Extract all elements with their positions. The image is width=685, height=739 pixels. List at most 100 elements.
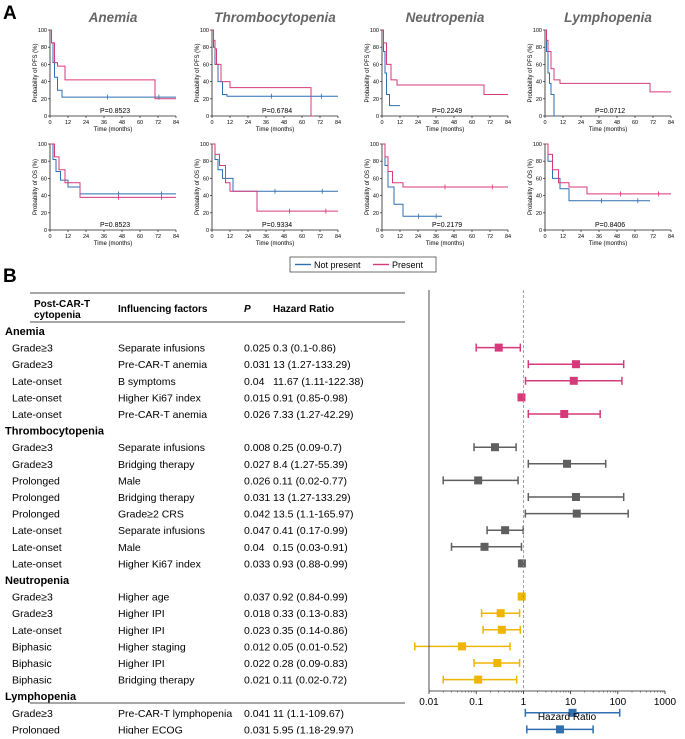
row-p-value: 0.008 bbox=[244, 442, 270, 454]
km-y-tick-label: 60 bbox=[41, 62, 47, 68]
km-y-tick-label: 60 bbox=[41, 176, 47, 182]
km-y-axis-label: Probability of PFS (%) bbox=[365, 43, 371, 102]
km-y-tick-label: 80 bbox=[203, 45, 209, 51]
km-p-value: P=0.9334 bbox=[262, 222, 292, 229]
table-header-cytopenia: Post-CAR-T bbox=[34, 299, 90, 310]
forest-point bbox=[494, 343, 503, 352]
km-panel-os-0: 0 20 40 60 80 100 0 12 24 36 48 60 72 84 Time (months)… bbox=[33, 142, 179, 247]
row-p-value: 0.026 bbox=[244, 409, 270, 421]
row-type: Prolonged bbox=[12, 724, 60, 734]
row-factor: Higher Ki67 index bbox=[118, 392, 202, 404]
table-header-cytopenia-line2: cytopenia bbox=[34, 310, 81, 321]
km-x-tick-label: 36 bbox=[101, 120, 107, 126]
km-x-tick-label: 24 bbox=[415, 234, 421, 240]
km-y-tick-label: 0 bbox=[376, 228, 379, 234]
row-factor: Higher ECOG bbox=[118, 724, 183, 734]
km-y-tick-label: 60 bbox=[203, 176, 209, 182]
row-hazard-ratio: 0.25 (0.09-0.7) bbox=[273, 442, 342, 454]
forest-point bbox=[572, 509, 581, 518]
row-p-value: 0.041 bbox=[244, 708, 270, 720]
km-p-value: P=0.8523 bbox=[100, 108, 130, 115]
km-panel-pfs-3: 0 20 40 60 80 100 0 12 24 36 48 60 72 84 Time (months)… bbox=[528, 28, 674, 133]
km-panels: Anemia Thrombocytopenia Neutropenia Lymphop… bbox=[33, 10, 674, 247]
km-y-tick-label: 60 bbox=[373, 62, 379, 68]
km-y-tick-label: 60 bbox=[536, 62, 542, 68]
row-p-value: 0.047 bbox=[244, 525, 270, 537]
km-x-tick-label: 12 bbox=[397, 120, 403, 126]
forest-point bbox=[480, 542, 489, 551]
km-y-tick-label: 100 bbox=[200, 28, 209, 34]
km-x-tick-label: 36 bbox=[101, 234, 107, 240]
row-hazard-ratio: 0.05 (0.01-0.52) bbox=[273, 641, 348, 653]
km-curve-present bbox=[212, 143, 338, 212]
row-hazard-ratio: 0.41 (0.17-0.99) bbox=[273, 525, 348, 537]
km-x-tick-label: 72 bbox=[155, 234, 161, 240]
km-x-tick-label: 72 bbox=[317, 234, 323, 240]
km-y-tick-label: 20 bbox=[536, 97, 542, 103]
km-x-tick-label: 36 bbox=[433, 120, 439, 126]
km-x-tick-label: 72 bbox=[155, 120, 161, 126]
km-column-title: Neutropenia bbox=[406, 10, 485, 25]
row-type: Late-onset bbox=[12, 558, 62, 570]
row-factor: B symptoms bbox=[118, 376, 176, 388]
row-type: Grade≥3 bbox=[12, 442, 53, 454]
km-x-tick-label: 48 bbox=[119, 120, 125, 126]
km-x-axis-label: Time (months) bbox=[256, 127, 294, 133]
km-panel-pfs-1: 0 20 40 60 80 100 0 12 24 36 48 60 72 84 Time (months)… bbox=[195, 28, 341, 133]
row-hazard-ratio: 11.67 (1.11-122.38) bbox=[273, 376, 364, 388]
km-y-tick-label: 60 bbox=[373, 176, 379, 182]
km-x-axis-label: Time (months) bbox=[94, 241, 132, 247]
forest-point bbox=[501, 526, 510, 535]
km-x-tick-label: 0 bbox=[380, 120, 383, 126]
km-y-axis-label: Probability of PFS (%) bbox=[195, 43, 201, 102]
forest-x-tick-label: 0.1 bbox=[469, 697, 483, 708]
km-curve-not-present bbox=[545, 143, 650, 202]
km-panel-pfs-0: 0 20 40 60 80 100 0 12 24 36 48 60 72 84 Time (months)… bbox=[33, 28, 179, 133]
row-p-value: 0.021 bbox=[244, 675, 270, 687]
km-column-title: Anemia bbox=[88, 10, 138, 25]
km-panel-os-1: 0 20 40 60 80 100 0 12 24 36 48 60 72 84 Time (months)… bbox=[195, 142, 341, 247]
km-y-tick-label: 80 bbox=[203, 159, 209, 165]
km-x-tick-label: 60 bbox=[137, 234, 143, 240]
row-hazard-ratio: 13.5 (1.1-165.97) bbox=[273, 509, 354, 521]
km-curve-not-present bbox=[382, 143, 442, 217]
row-hazard-ratio: 0.35 (0.14-0.86) bbox=[273, 625, 348, 637]
km-x-tick-label: 12 bbox=[560, 234, 566, 240]
forest-point bbox=[568, 708, 577, 717]
forest-x-tick-label: 0.01 bbox=[419, 697, 439, 708]
km-y-tick-label: 40 bbox=[536, 80, 542, 86]
km-x-tick-label: 84 bbox=[335, 120, 341, 126]
forest-x-tick-label: 1000 bbox=[654, 697, 677, 708]
km-x-tick-label: 48 bbox=[614, 234, 620, 240]
km-y-tick-label: 20 bbox=[536, 211, 542, 217]
km-x-axis-label: Time (months) bbox=[256, 241, 294, 247]
row-p-value: 0.015 bbox=[244, 392, 270, 404]
group-title-anemia: Anemia bbox=[5, 326, 46, 338]
km-x-tick-label: 60 bbox=[632, 120, 638, 126]
row-type: Grade≥3 bbox=[12, 459, 53, 471]
forest-x-tick-label: 100 bbox=[609, 697, 626, 708]
km-y-tick-label: 80 bbox=[536, 45, 542, 51]
km-x-tick-label: 72 bbox=[317, 120, 323, 126]
km-x-tick-label: 84 bbox=[173, 120, 179, 126]
km-y-tick-label: 80 bbox=[373, 45, 379, 51]
km-y-tick-label: 20 bbox=[203, 211, 209, 217]
forest-x-axis-label: Hazard Ratio bbox=[538, 712, 597, 723]
row-factor: Higher staging bbox=[118, 641, 186, 653]
km-curve-not-present bbox=[212, 143, 338, 192]
forest-point bbox=[474, 476, 483, 485]
km-column-title: Lymphopenia bbox=[564, 10, 652, 25]
row-hazard-ratio: 0.11 (0.02-0.77) bbox=[273, 475, 347, 487]
row-p-value: 0.031 bbox=[244, 724, 270, 734]
row-factor: Pre-CAR-T anemia bbox=[118, 409, 207, 421]
row-factor: Pre-CAR-T anemia bbox=[118, 359, 207, 371]
row-hazard-ratio: 0.92 (0.84-0.99) bbox=[273, 592, 348, 604]
forest-point bbox=[555, 725, 564, 734]
row-type: Prolonged bbox=[12, 475, 60, 487]
km-y-tick-label: 100 bbox=[370, 28, 379, 34]
km-p-value: P=0.2249 bbox=[432, 108, 462, 115]
km-x-tick-label: 60 bbox=[469, 120, 475, 126]
row-factor: Pre-CAR-T lymphopenia bbox=[118, 708, 232, 720]
km-y-tick-label: 40 bbox=[373, 194, 379, 200]
